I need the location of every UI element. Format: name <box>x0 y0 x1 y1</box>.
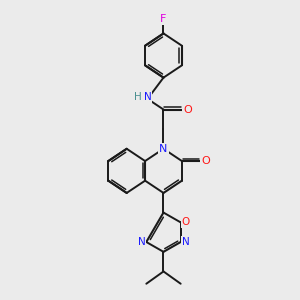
Text: N: N <box>144 92 152 102</box>
Text: O: O <box>182 218 190 227</box>
Text: O: O <box>183 104 192 115</box>
Text: N: N <box>159 144 168 154</box>
Text: F: F <box>160 14 167 24</box>
Text: H: H <box>134 92 142 102</box>
Text: N: N <box>182 237 190 247</box>
Text: N: N <box>137 237 145 247</box>
Text: O: O <box>201 156 210 166</box>
